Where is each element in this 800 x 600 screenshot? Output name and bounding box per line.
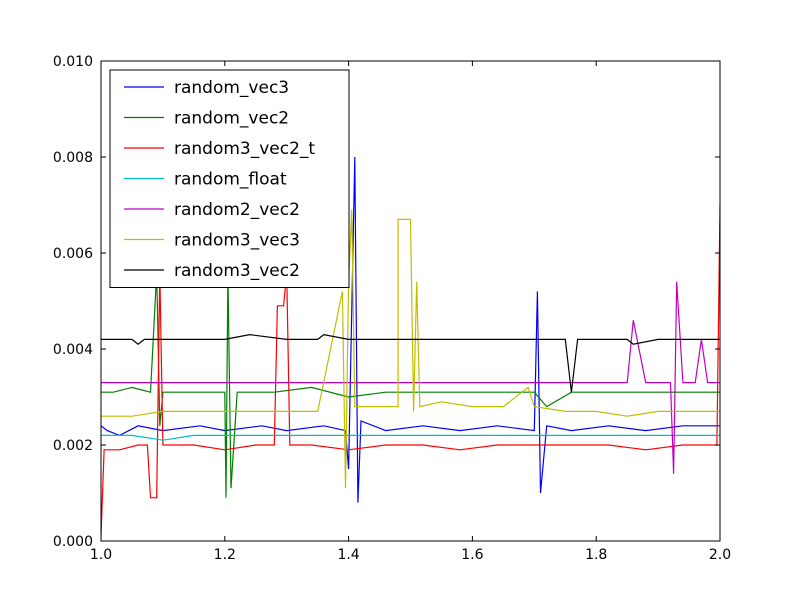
x-tick-label: 1.0 xyxy=(90,547,112,563)
legend-label: random_vec2 xyxy=(174,109,289,129)
x-tick-label: 2.0 xyxy=(709,547,731,563)
x-tick-label: 1.8 xyxy=(585,547,607,563)
plot-frame xyxy=(100,60,721,542)
series-line-random-vec3 xyxy=(101,156,720,503)
series-line-random-float xyxy=(101,434,720,441)
x-tick-label: 1.2 xyxy=(214,547,236,563)
series-line-random-vec2 xyxy=(101,272,720,498)
legend-label: random2_vec2 xyxy=(174,200,300,220)
y-tick-label: 0.010 xyxy=(53,54,93,70)
x-tick-label: 1.4 xyxy=(337,547,359,563)
legend-label: random3_vec2_t xyxy=(174,139,315,159)
legend-label: random_float xyxy=(174,170,287,190)
legend-label: random_vec3 xyxy=(174,78,289,98)
series-line-random3-vec2 xyxy=(101,333,720,393)
y-tick-label: 0.000 xyxy=(53,534,93,550)
axes: 1.0 1.2 1.4 1.6 1.8 2.0 0.000 0.002 0.004 0.006 0.… xyxy=(53,54,731,563)
legend-label: random3_vec3 xyxy=(174,231,300,251)
series-line-random3-vec2-t xyxy=(101,204,720,537)
y-tick-label: 0.002 xyxy=(53,438,93,454)
series-line-random2-vec2 xyxy=(101,281,720,474)
y-tick-label: 0.004 xyxy=(53,342,93,358)
legend-label: random3_vec2 xyxy=(174,261,300,281)
series-line-random3-vec3 xyxy=(101,209,720,489)
x-tick-label: 1.6 xyxy=(461,547,483,563)
y-tick-label: 0.006 xyxy=(53,246,93,262)
plot-area xyxy=(101,156,720,537)
legend: random_vec3 random_vec2 random3_vec2_trand… xyxy=(109,69,350,288)
y-tick-label: 0.008 xyxy=(53,150,93,166)
